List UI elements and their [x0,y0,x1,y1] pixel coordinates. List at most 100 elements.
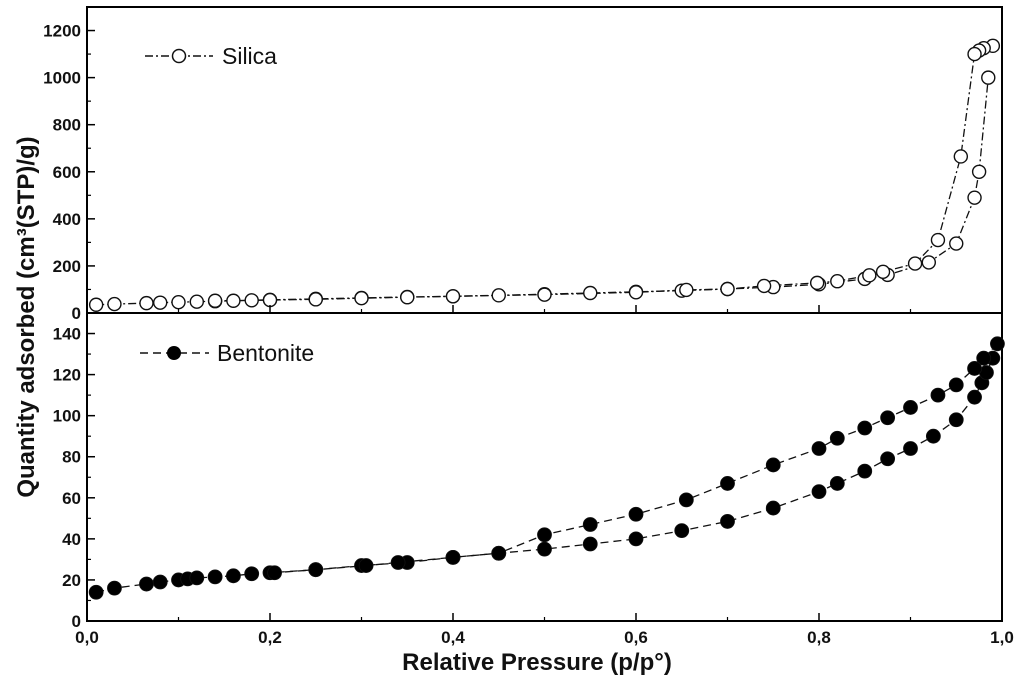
bentonite-adsorption-point [189,570,205,586]
bentonite-adsorption-point [537,541,552,557]
legend-bentonite-label: Bentonite [217,340,314,366]
bentonite-adsorption-point [765,500,781,516]
legend-silica-marker [171,48,187,64]
silica-desorption-point [537,287,552,302]
bentonite-desorption-point [880,410,896,426]
top-y-tick-label: 0 [72,304,81,323]
bottom-y-tick-label: 20 [62,571,81,590]
bentonite-desorption-point [990,336,1005,352]
silica-adsorption-point [491,288,506,303]
bentonite-adsorption-point [857,463,873,479]
bentonite-desorption-point [678,492,694,508]
silica-desorption-point [628,285,644,300]
bentonite-adsorption-point [903,441,918,456]
y-axis-title: Quantity adsorbed (cm³(STP)/g) [13,136,40,497]
silica-adsorption-point [171,294,186,310]
top-y-tick-label: 1200 [43,22,81,41]
bentonite-adsorption-point [829,476,845,491]
silica-desorption-point [830,274,845,289]
silica-adsorption-point [107,296,122,312]
silica-adsorption-point [981,70,996,85]
x-tick-label: 0,6 [624,628,648,647]
x-tick-label: 0,0 [75,628,99,647]
silica-desorption-point [756,278,772,294]
silica-desorption-point [679,282,694,298]
silica-adsorption-point [189,294,205,309]
bentonite-desorption-point [903,400,918,415]
legend-bentonite-marker [167,346,181,360]
bentonite-adsorption-point [948,412,964,428]
bentonite-adsorption-point [152,574,168,590]
silica-adsorption-line [96,77,989,306]
silica-adsorption-point [949,236,964,251]
bottom-y-tick-label: 120 [53,366,81,385]
silica-adsorption-point [226,293,241,308]
silica-desorption-point [967,46,982,62]
bottom-y-tick-label: 140 [53,325,81,344]
legend-silica-label: Silica [222,43,277,69]
bottom-y-tick-label: 60 [62,489,81,508]
x-tick-label: 0,2 [258,628,282,647]
bentonite-adsorption-point [139,576,154,592]
silica-desorption-point [875,264,891,280]
bottom-y-tick-label: 100 [53,407,81,426]
silica-desorption-point [308,292,323,307]
bentonite-adsorption-line [96,357,994,593]
bentonite-adsorption-point [107,580,122,596]
bentonite-adsorption-point [628,531,644,547]
silica-desorption-point [400,290,415,305]
bentonite-adsorption-point [720,514,735,529]
silica-adsorption-point [139,295,154,311]
bentonite-adsorption-point [88,584,104,600]
bentonite-desorption-point [445,549,461,565]
silica-desorption-point [862,268,877,283]
bentonite-adsorption-point [811,484,827,500]
bentonite-desorption-point [948,377,964,393]
silica-desorption-point [354,290,369,306]
bentonite-desorption-point [358,558,374,573]
top-y-tick-label: 800 [53,116,81,135]
bentonite-desorption-point [857,420,873,436]
bentonite-desorption-point [390,555,406,570]
top-y-tick-label: 400 [53,210,81,229]
bentonite-adsorption-point [674,523,690,539]
bentonite-adsorption-point [244,566,260,582]
silica-desorption-point [907,256,923,271]
bentonite-desorption-point [720,476,735,491]
silica-desorption-point [445,289,461,304]
bentonite-adsorption-point [582,536,598,552]
x-tick-label: 1,0 [990,628,1014,647]
legend-bentonite: Bentonite [140,340,314,366]
bentonite-desorption-point [267,565,282,581]
bentonite-desorption-point [628,506,644,522]
bentonite-desorption-point [765,457,781,473]
silica-desorption-point [720,281,735,297]
silica-desorption-point [953,149,969,164]
bentonite-desorption-point [582,517,598,532]
bentonite-desorption-point [976,350,992,366]
silica-adsorption-point [583,285,598,301]
bentonite-adsorption-point [967,389,982,405]
silica-desorption-point [930,232,946,248]
bentonite-desorption-point [930,387,946,403]
bottom-y-tick-label: 40 [62,530,81,549]
bentonite-desorption-line [274,343,998,574]
bottom-y-tick-label: 0 [72,612,81,631]
bentonite-desorption-point [491,545,507,561]
silica-desorption-line [215,45,994,302]
bentonite-desorption-point [308,562,324,578]
bentonite-adsorption-point [225,568,241,584]
bottom-y-tick-label: 80 [62,448,81,467]
silica-adsorption-point [88,297,104,312]
silica-adsorption-point [244,293,259,308]
bentonite-adsorption-point [925,428,941,444]
bentonite-adsorption-point [207,569,223,585]
bentonite-desorption-point [811,441,827,456]
silica-desorption-point [207,293,223,308]
top-y-tick-label: 200 [53,257,81,276]
bentonite-adsorption-point [880,451,896,467]
x-axis-title: Relative Pressure (p/p°) [402,649,672,676]
legend-silica: Silica [145,43,277,69]
silica-desorption-point [262,292,278,308]
